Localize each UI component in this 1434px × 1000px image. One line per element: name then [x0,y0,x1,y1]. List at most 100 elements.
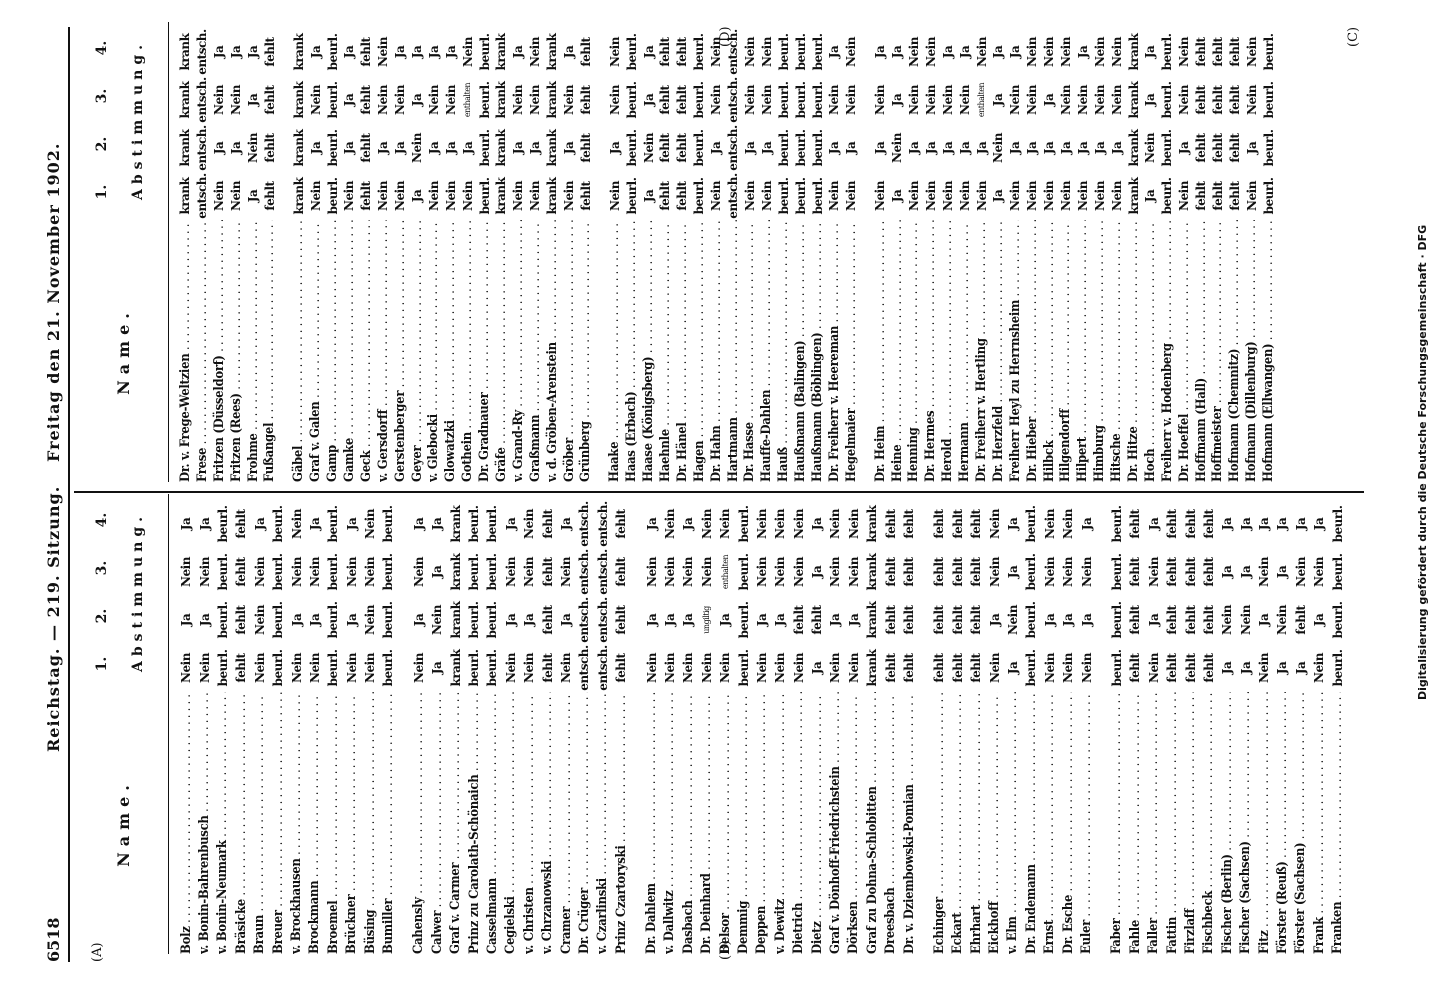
vote: Nein [709,181,724,211]
vote: fehlt [883,509,898,539]
vote: Nein [1257,557,1272,587]
vote: Nein [759,181,774,211]
vote: beurl. [776,81,791,119]
vote: Nein [1220,605,1235,635]
vote: Nein [1025,37,1040,67]
member-row: Hilgendorff Nein Ja Nein Nein [1058,22,1075,482]
member-name: Haas (Erbach) [624,220,639,483]
vote: Nein [974,37,989,67]
vote: Nein [411,653,426,683]
member-name: Dietz [810,692,825,954]
vote: fehlt [1201,557,1216,587]
vote: beurl. [485,601,500,639]
vote: beurl. [381,649,396,687]
vote: beurl. [325,129,340,167]
member-name: Hoch [1143,220,1158,482]
vote: Nein [1293,557,1308,587]
vote-number: 2. [94,136,110,152]
member-row: Hoch Ja Nein Ja Ja [1142,22,1159,482]
vote-number: 2. [94,608,110,624]
member-name: Dr. Endemann [1024,692,1039,954]
vote: Nein [1042,653,1057,683]
vote: Nein [410,133,425,163]
vote: Ja [252,517,267,531]
vote: beurl. [624,33,639,71]
member-row: Frank Nein Ja Nein Ja [1310,494,1328,954]
vote: Nein [1042,509,1057,539]
member-name: v. Chrzanowski [540,692,555,954]
vote: Ja [957,141,972,155]
member-row: Dr. Dahlem Nein Ja Nein Ja [642,494,660,954]
member-row: Hofmann (Ellwangen) beurl. beurl. beurl. beu… [1260,22,1277,482]
vote: Nein [828,557,843,587]
vote: Nein [1079,653,1094,683]
vote: Nein [179,653,194,683]
member-name: Fischer (Berlin) [1220,692,1235,954]
member-name: Haußmann (Balingen) [793,220,808,482]
vote: krank [178,129,193,167]
vote-number: 1. [94,656,110,672]
vote: beurl. [736,505,751,543]
vote: Ja [1238,565,1253,579]
vote: fehlt [969,605,984,635]
member-name: Gröber [562,220,577,482]
vote: fehlt [883,605,898,635]
vote: Nein [681,557,696,587]
vote: Ja [923,141,938,155]
vote: Ja [559,517,573,531]
member-row: Gäbel krank krank krank krank [290,22,307,482]
vote: Nein [906,85,921,115]
vote: fehlt [234,653,249,683]
member-row: Hartmannentsch.entsch.entsch.entsch. [725,22,742,482]
vote: beurl. [485,505,500,543]
member-name: Förster (Sachsen) [1293,692,1308,954]
vote: enthalten [720,554,730,590]
vote: beurl. [736,601,751,639]
member-name: Dr. Dahlem [644,692,659,954]
vote: krank [448,553,463,591]
vote: Nein [987,653,1002,683]
vote: Ja [1075,45,1090,59]
member-name: Prinz Czartoryski [614,692,629,954]
vote: entsch. [577,597,592,643]
vote: Ja [559,613,573,627]
vote: Nein [289,557,304,587]
column-body: BolzNeinJaNeinJav. Bonin-BahrenbuschNein… [177,494,1347,954]
vote: krank [545,81,560,119]
vote: Nein [1042,181,1057,211]
vote: krank [545,33,560,71]
vote: fehlt [1194,85,1209,115]
member-row: Gräfe krank krank krank krank [493,22,510,482]
vote: fehlt [540,653,555,683]
member-row: Hitsche Nein Ja Nein Nein [1108,22,1125,482]
member-name: Graf v. Carmer [448,692,463,954]
vote: Nein [460,37,475,67]
member-row: Firzlaff fehlt fehlt fehlt fehlt [1181,494,1199,954]
vote: beurl. [271,505,286,543]
vote: Ja [511,45,526,59]
vote: fehlt [950,557,965,587]
member-name: Dr. Hasse [742,220,757,482]
vote: Ja [511,141,526,155]
member-row: Haehnle fehlt fehlt fehlt fehlt [657,22,674,482]
vote: beurl. [624,177,639,215]
vote: Ja [641,45,656,59]
vote: Nein [559,653,573,683]
member-row: v. Brockhausen Nein Ja Nein Nein [287,494,305,954]
vote: beurl. [1330,649,1345,687]
name-heading: Name. [114,307,133,395]
vote: Nein [827,181,842,211]
member-name: Hofmann (Dillenburg) [1244,220,1259,482]
vote: Ja [229,45,244,59]
member-name: Broemel [326,692,341,954]
vote: beurl. [1109,601,1124,639]
vote: beurl. [1160,129,1175,167]
member-row: Dasbach Nein Ja Nein Ja [679,494,697,954]
vote: Ja [873,45,888,59]
member-name: v. Dallwitz [662,692,677,955]
member-name: Demmig [736,692,751,954]
vote: Nein [511,85,526,115]
vote: fehlt [1165,653,1180,683]
vote: Ja [754,613,769,627]
vote: Nein [1238,605,1253,635]
